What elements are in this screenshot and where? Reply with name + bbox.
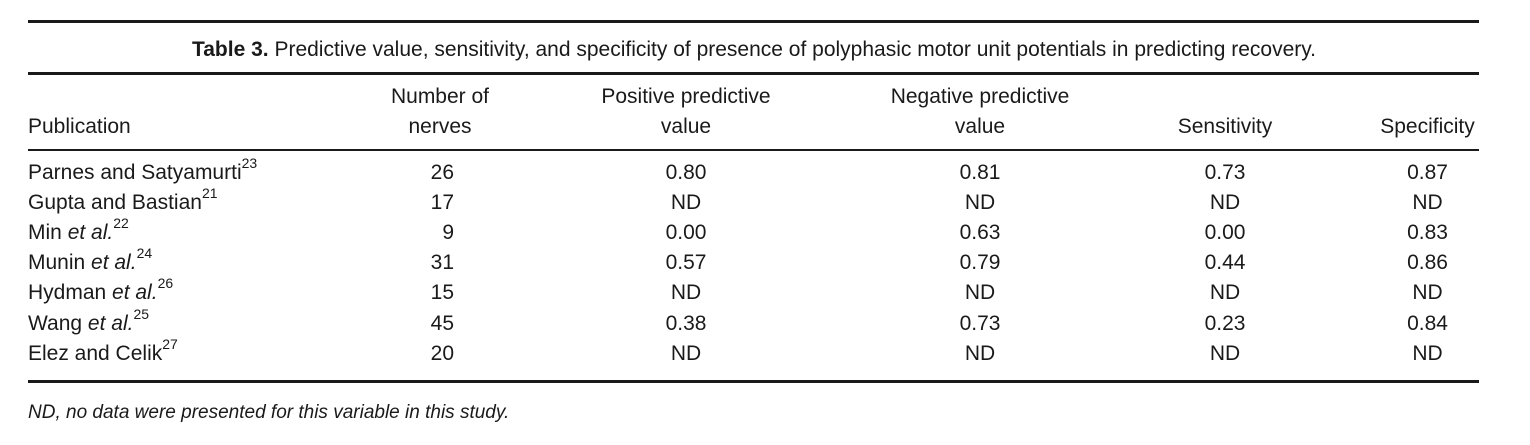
specificity-cell: ND <box>1412 281 1443 304</box>
npv-cell: ND <box>964 191 996 214</box>
publication-etal: et al. <box>67 221 114 244</box>
publication-name: Gupta and Bastian <box>28 191 202 214</box>
specificity-cell: 0.84 <box>1407 312 1448 335</box>
table-bottom-rule <box>28 380 1479 383</box>
reference-number: 27 <box>162 336 178 352</box>
nerves-cell: 45 <box>430 312 454 335</box>
table-caption-text: Predictive value, sensitivity, and speci… <box>274 38 1317 61</box>
publication-etal: et al. <box>112 281 158 304</box>
header-top-rule <box>28 72 1479 75</box>
publication-cell: Parnes and Satyamurti23 <box>28 155 258 188</box>
sensitivity-cell: 0.23 <box>1204 312 1246 335</box>
npv-cell: ND <box>964 342 996 365</box>
publication-name: Hydman <box>28 281 113 304</box>
reference-number: 26 <box>157 275 174 291</box>
sensitivity-cell: ND <box>1209 342 1241 365</box>
npv-cell: 0.73 <box>959 312 1001 335</box>
publication-cell: Min et al.22 <box>28 215 129 248</box>
reference-number: 21 <box>201 185 218 201</box>
publication-etal: et al. <box>87 312 134 335</box>
specificity-cell: 0.87 <box>1407 161 1448 184</box>
specificity-cell: ND <box>1412 191 1443 214</box>
publication-cell: Hydman et al.26 <box>28 275 174 308</box>
publication-cell: Gupta and Bastian21 <box>28 185 218 218</box>
table-footnote: ND, no data were presented for this vari… <box>28 402 510 423</box>
npv-cell: 0.81 <box>959 161 1001 184</box>
ppv-cell: 0.00 <box>665 221 707 244</box>
publication-name: Wang <box>28 312 88 335</box>
sensitivity-cell: 0.00 <box>1204 221 1246 244</box>
ppv-cell: 0.57 <box>665 251 707 274</box>
ppv-cell: 0.38 <box>665 312 707 335</box>
publication-name: Munin <box>28 251 92 274</box>
ppv-cell: 0.80 <box>665 161 707 184</box>
header-number-line2: nerves <box>408 115 472 138</box>
reference-number: 22 <box>113 215 129 231</box>
publication-cell: Wang et al.25 <box>28 306 150 339</box>
nerves-cell: 9 <box>442 221 454 244</box>
nerves-cell: 31 <box>430 251 454 274</box>
publication-name: Parnes and Satyamurti <box>28 161 242 184</box>
header-ppv-line2: value <box>660 115 712 138</box>
ppv-cell: ND <box>670 191 702 214</box>
header-publication: Publication <box>28 115 131 138</box>
header-sensitivity: Sensitivity <box>1177 115 1273 138</box>
table-caption: Table 3. Predictive value, sensitivity, … <box>0 36 1508 64</box>
table-top-rule <box>28 20 1479 23</box>
nerves-cell: 20 <box>430 342 454 365</box>
specificity-cell: 0.83 <box>1407 221 1448 244</box>
header-specificity: Specificity <box>1380 115 1475 138</box>
sensitivity-cell: 0.73 <box>1204 161 1246 184</box>
npv-cell: 0.63 <box>959 221 1001 244</box>
npv-cell: ND <box>964 281 996 304</box>
reference-number: 25 <box>133 306 150 322</box>
specificity-cell: ND <box>1412 342 1443 365</box>
header-npv-line1: Negative predictive <box>890 85 1070 108</box>
npv-cell: 0.79 <box>959 251 1001 274</box>
sensitivity-cell: 0.44 <box>1204 251 1246 274</box>
reference-number: 24 <box>136 245 153 261</box>
sensitivity-cell: ND <box>1209 191 1241 214</box>
specificity-cell: 0.86 <box>1407 251 1448 274</box>
publication-cell: Munin et al.24 <box>28 245 153 278</box>
header-number-line1: Number of <box>390 85 490 108</box>
table-caption-label: Table 3. <box>191 38 269 61</box>
header-npv-line2: value <box>954 115 1006 138</box>
publication-name: Min <box>28 221 68 244</box>
header-bottom-rule <box>28 149 1479 151</box>
publication-name: Elez and Celik <box>28 342 163 365</box>
publication-etal: et al. <box>91 251 137 274</box>
ppv-cell: ND <box>670 281 702 304</box>
ppv-cell: ND <box>670 342 702 365</box>
reference-number: 23 <box>241 155 258 171</box>
header-ppv-line1: Positive predictive <box>601 85 771 108</box>
nerves-cell: 17 <box>430 191 454 214</box>
sensitivity-cell: ND <box>1209 281 1241 304</box>
nerves-cell: 26 <box>430 161 454 184</box>
nerves-cell: 15 <box>430 281 454 304</box>
publication-cell: Elez and Celik27 <box>28 336 178 369</box>
